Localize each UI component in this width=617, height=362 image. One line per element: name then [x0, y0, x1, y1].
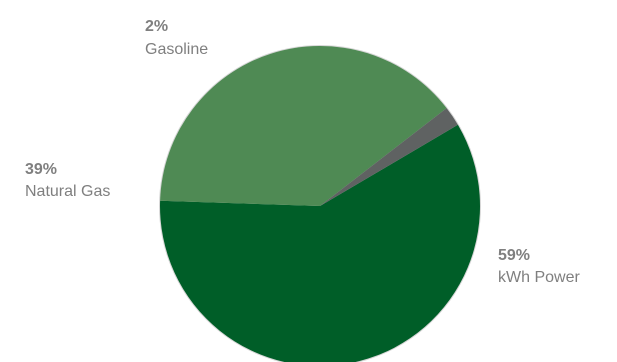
slice-name-gasoline: Gasoline [145, 41, 208, 58]
pie-slice-kwh-power [160, 124, 480, 362]
slice-percent-kwh-power: 59% [498, 247, 530, 264]
slice-percent-gasoline: 2% [145, 18, 168, 35]
slice-label-gasoline: 2% Gasoline [145, 18, 208, 58]
slice-label-kwh-power: 59% kWh Power [498, 247, 580, 286]
pie-slices [160, 46, 480, 362]
slice-name-natural-gas: Natural Gas [25, 183, 110, 200]
slice-name-kwh-power: kWh Power [498, 269, 580, 286]
slice-percent-natural-gas: 39% [25, 161, 57, 178]
pie-slice-natural-gas [160, 46, 447, 206]
pie-slice-gasoline [320, 108, 458, 206]
slice-label-natural-gas: 39% Natural Gas [25, 161, 110, 200]
